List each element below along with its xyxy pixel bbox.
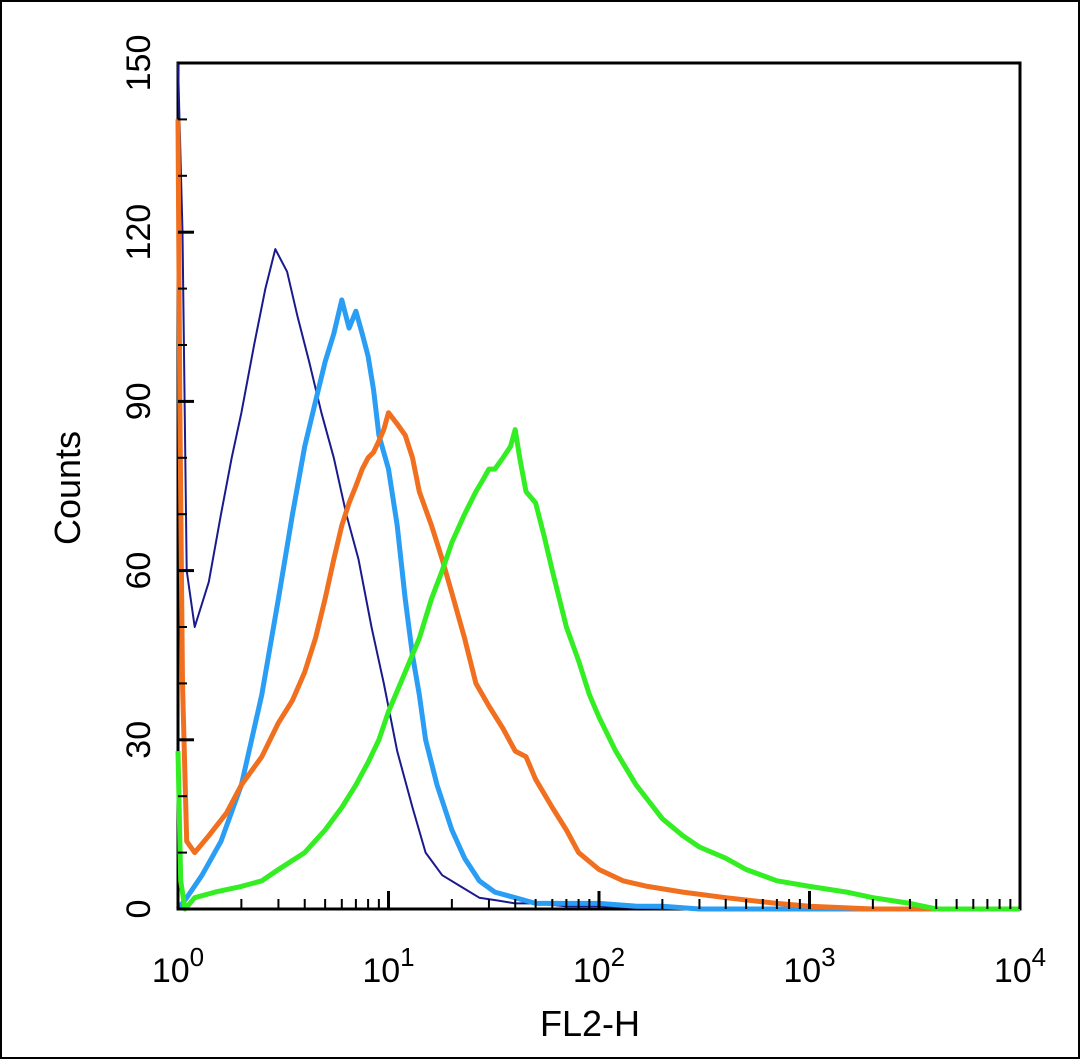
series-layer [175, 62, 1020, 912]
x-axis-title: FL2-H [540, 1003, 640, 1044]
x-axis-tick-labels: 100 101 102 103 104 [152, 942, 1046, 990]
y-tick-label-3: 90 [120, 382, 158, 420]
y-axis-tick-labels: 0 30 60 90 120 150 [120, 35, 158, 919]
series-line-4 [175, 427, 1020, 912]
y-tick-label-1: 30 [120, 721, 158, 759]
series-line-2 [176, 297, 1020, 912]
x-tick-label-2: 102 [573, 942, 625, 990]
x-tick-label-3: 103 [783, 942, 835, 990]
y-axis-title: Counts [47, 431, 88, 545]
x-axis-ticks [176, 891, 1022, 909]
x-tick-label-4: 104 [994, 942, 1046, 990]
series-line-3 [175, 119, 1020, 912]
plot-area [176, 61, 1022, 911]
y-tick-label-2: 60 [120, 552, 158, 590]
x-tick-label-1: 101 [362, 942, 414, 990]
x-tick-label-0: 100 [152, 942, 204, 990]
y-tick-label-0: 0 [120, 900, 158, 919]
y-axis-ticks [178, 61, 194, 911]
y-tick-label-5: 150 [120, 35, 158, 92]
y-tick-label-4: 120 [120, 204, 158, 261]
